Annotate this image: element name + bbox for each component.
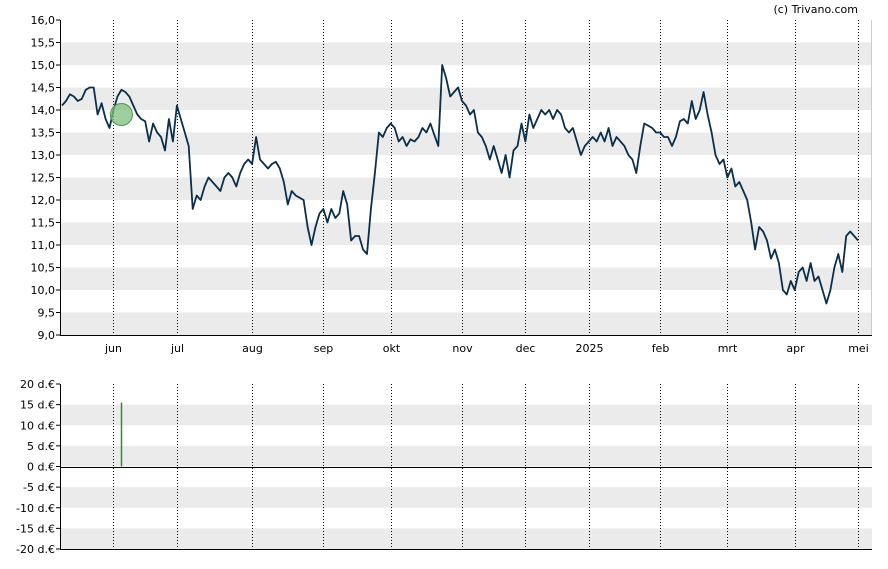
x-tick-label: feb: [652, 342, 670, 355]
x-tick-label: jul: [170, 342, 184, 355]
x-tick-label: okt: [383, 342, 401, 355]
x-tick-label: apr: [786, 342, 805, 355]
volume-band: [60, 445, 872, 467]
price-y-ticks: 9,0 9,5 10,0 10,5 11,0 11,5 12,0 12,5 13,0 13,5 14…: [31, 14, 60, 342]
price-x-ticks: jun jul aug sep okt nov dec 2025 feb mrt apr mei: [104, 342, 869, 355]
volume-tick-label: 5 d.€: [27, 440, 55, 453]
y-tick-label: 12,5: [31, 172, 56, 185]
y-tick-label: 15,5: [31, 37, 56, 50]
volume-tick-label: -5 d.€: [23, 481, 55, 494]
x-tick-label: aug: [242, 342, 263, 355]
y-tick-label: 12,0: [31, 194, 56, 207]
volume-tick-label: -10 d.€: [16, 502, 55, 515]
y-tick-label: 9,0: [38, 329, 56, 342]
price-band: [60, 132, 872, 155]
x-tick-label: sep: [314, 342, 333, 355]
signal-marker: [109, 103, 133, 126]
price-band: [60, 222, 872, 245]
x-tick-label: 2025: [576, 342, 604, 355]
x-tick-label: mrt: [718, 342, 738, 355]
price-bands: [60, 42, 872, 335]
volume-axes: [60, 384, 872, 550]
price-band: [60, 87, 872, 110]
price-series-line: [61, 64, 859, 305]
x-tick-label: dec: [516, 342, 536, 355]
volume-band: [60, 528, 872, 549]
y-tick-label: 10,0: [31, 284, 56, 297]
y-tick-label: 13,5: [31, 127, 56, 140]
markers: [109, 103, 133, 126]
volume-month-grid: [113, 384, 859, 549]
volume-band: [60, 404, 872, 426]
volume-y-ticks: 20 d.€ 15 d.€ 10 d.€ 5 d.€ 0 d.€ -5 d.€ -10 d.…: [16, 378, 60, 556]
y-tick-label: 14,5: [31, 82, 56, 95]
y-tick-label: 14,0: [31, 104, 56, 117]
price-band: [60, 177, 872, 200]
volume-tick-label: 15 d.€: [20, 399, 55, 412]
volume-band: [60, 487, 872, 508]
y-tick-label: 16,0: [31, 14, 56, 27]
y-tick-label: 11,5: [31, 217, 56, 230]
x-tick-label: jun: [104, 342, 122, 355]
volume-tick-label: 10 d.€: [20, 419, 55, 432]
price-band: [60, 267, 872, 290]
volume-tick-label: 0 d.€: [27, 461, 55, 474]
y-tick-label: 9,5: [38, 307, 56, 320]
x-tick-label: mei: [848, 342, 869, 355]
volume-tick-label: -20 d.€: [16, 543, 55, 556]
volume-tick-label: -15 d.€: [16, 522, 55, 535]
price-axes: [60, 20, 872, 336]
price-band: [60, 42, 872, 65]
copyright-label: (c) Trivano.com: [773, 3, 858, 16]
x-tick-label: nov: [452, 342, 473, 355]
price-band: [60, 312, 872, 335]
y-tick-label: 11,0: [31, 239, 56, 252]
y-tick-label: 13,0: [31, 149, 56, 162]
y-tick-label: 15,0: [31, 59, 56, 72]
volume-tick-label: 20 d.€: [20, 378, 55, 391]
y-tick-label: 10,5: [31, 262, 56, 275]
volume-bands: [60, 404, 872, 549]
